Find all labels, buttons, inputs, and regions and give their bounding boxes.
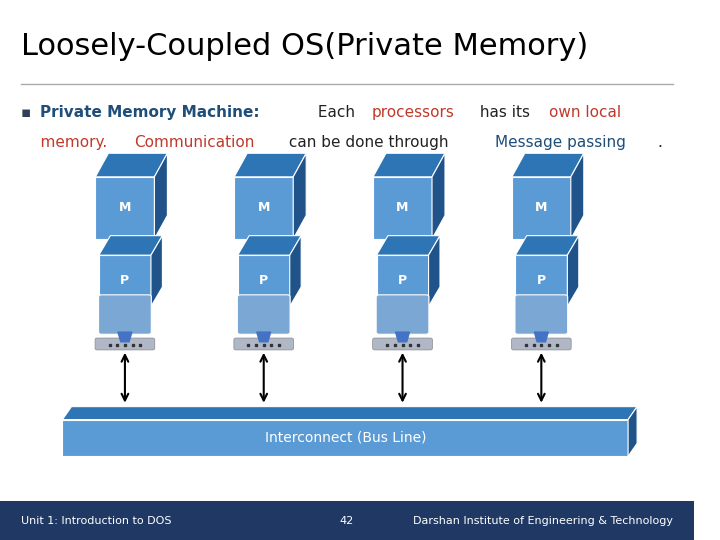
Text: M: M (396, 201, 409, 214)
FancyBboxPatch shape (376, 295, 429, 334)
Polygon shape (118, 332, 132, 342)
Polygon shape (234, 153, 306, 177)
Polygon shape (432, 153, 445, 239)
Text: Interconnect (Bus Line): Interconnect (Bus Line) (264, 431, 426, 445)
Polygon shape (516, 235, 579, 255)
Text: M: M (119, 201, 131, 214)
Polygon shape (512, 177, 571, 239)
Text: M: M (258, 201, 270, 214)
Polygon shape (373, 177, 432, 239)
FancyBboxPatch shape (234, 338, 294, 350)
Text: Private Memory Machine:: Private Memory Machine: (40, 105, 260, 120)
Polygon shape (99, 255, 151, 306)
Text: P: P (398, 274, 407, 287)
FancyBboxPatch shape (99, 295, 151, 334)
FancyBboxPatch shape (373, 338, 433, 350)
Text: P: P (259, 274, 269, 287)
Polygon shape (151, 235, 163, 306)
Text: Unit 1: Introduction to DOS: Unit 1: Introduction to DOS (21, 516, 171, 525)
Text: Communication: Communication (134, 135, 255, 150)
Polygon shape (293, 153, 306, 239)
Polygon shape (238, 235, 301, 255)
Text: ▪: ▪ (21, 105, 37, 120)
Text: has its: has its (474, 105, 535, 120)
Polygon shape (377, 235, 440, 255)
FancyBboxPatch shape (515, 295, 567, 334)
Polygon shape (571, 153, 584, 239)
Polygon shape (516, 255, 567, 306)
Polygon shape (234, 177, 293, 239)
Polygon shape (373, 153, 445, 177)
Text: processors: processors (372, 105, 454, 120)
Polygon shape (534, 332, 548, 342)
FancyBboxPatch shape (238, 295, 290, 334)
Text: 42: 42 (340, 516, 354, 525)
Polygon shape (96, 177, 154, 239)
Polygon shape (512, 153, 584, 177)
Text: own local: own local (549, 105, 621, 120)
Text: memory.: memory. (21, 135, 112, 150)
Polygon shape (238, 255, 289, 306)
Polygon shape (289, 235, 301, 306)
Polygon shape (395, 332, 410, 342)
Polygon shape (377, 255, 428, 306)
Text: Loosely-Coupled OS(Private Memory): Loosely-Coupled OS(Private Memory) (21, 32, 588, 62)
Polygon shape (63, 407, 637, 420)
Polygon shape (99, 235, 163, 255)
Text: Each: Each (313, 105, 360, 120)
Polygon shape (567, 235, 579, 306)
Text: can be done through: can be done through (284, 135, 454, 150)
Polygon shape (428, 235, 440, 306)
Polygon shape (0, 501, 694, 540)
Polygon shape (257, 332, 271, 342)
Polygon shape (628, 407, 637, 456)
Polygon shape (96, 153, 167, 177)
Text: P: P (120, 274, 130, 287)
FancyBboxPatch shape (511, 338, 571, 350)
Text: P: P (537, 274, 546, 287)
FancyBboxPatch shape (95, 338, 155, 350)
Polygon shape (63, 420, 628, 456)
Text: Message passing: Message passing (495, 135, 626, 150)
Text: Darshan Institute of Engineering & Technology: Darshan Institute of Engineering & Techn… (413, 516, 673, 525)
Text: .: . (657, 135, 662, 150)
Text: M: M (535, 201, 547, 214)
Polygon shape (154, 153, 167, 239)
